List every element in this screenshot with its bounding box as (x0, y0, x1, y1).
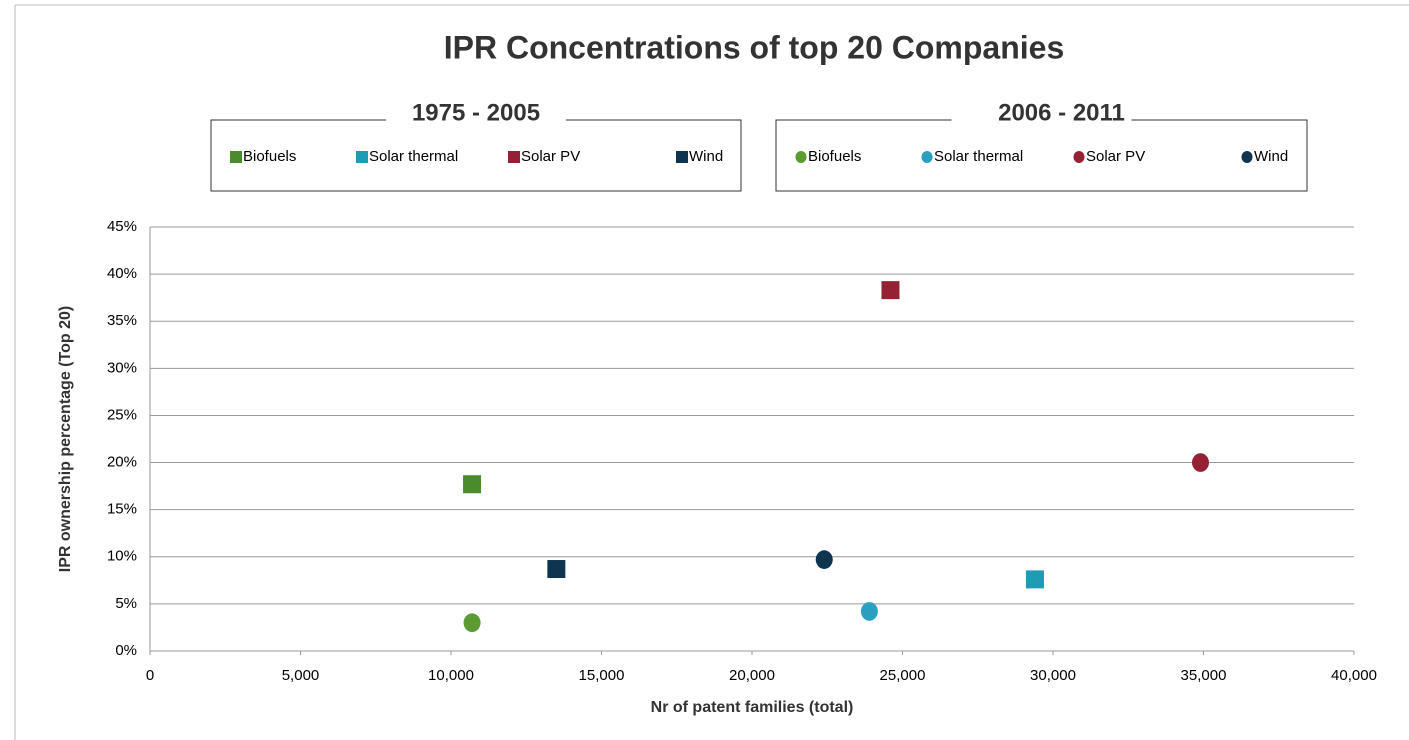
legend-marker (508, 151, 520, 163)
y-tick-label: 45% (107, 218, 137, 235)
legend-title-bg (951, 100, 1132, 130)
legend-marker (676, 151, 688, 163)
y-tick-label: 0% (115, 642, 137, 659)
legend-marker (230, 151, 242, 163)
y-tick-label: 25% (107, 406, 137, 423)
legend-marker (1073, 150, 1085, 164)
y-tick-label: 15% (107, 501, 137, 518)
legend-title: 1975 - 2005 (412, 99, 540, 126)
y-tick-label: 35% (107, 312, 137, 329)
point (881, 281, 900, 300)
y-tick-label: 40% (107, 265, 137, 282)
legend-label: Solar PV (1086, 148, 1145, 165)
legend-label: Biofuels (808, 148, 861, 165)
legend-title: 2006 - 2011 (998, 99, 1125, 126)
x-tick-label: 35,000 (1181, 667, 1227, 684)
x-tick-label: 15,000 (579, 667, 625, 684)
y-tick-label: 20% (107, 454, 137, 471)
x-tick-label: 20,000 (729, 667, 775, 684)
legend-label: Solar thermal (934, 148, 1023, 165)
legend-label: Solar PV (521, 148, 580, 165)
chart-title: IPR Concentrations of top 20 Companies (444, 29, 1065, 65)
x-axis-label: Nr of patent families (total) (651, 699, 854, 716)
point (463, 475, 482, 494)
x-tick-label: 10,000 (428, 667, 474, 684)
y-tick-label: 30% (107, 359, 137, 376)
x-tick-label: 0 (146, 667, 154, 684)
legend-label: Solar thermal (369, 148, 458, 165)
legend-marker (795, 150, 807, 164)
legend-label: Wind (689, 148, 723, 165)
x-tick-label: 30,000 (1030, 667, 1076, 684)
point (1191, 453, 1209, 472)
legend-label: Wind (1254, 148, 1288, 165)
point (860, 602, 878, 621)
legend-marker (1241, 150, 1253, 164)
y-axis-label: IPR ownership percentage (Top 20) (57, 306, 74, 572)
x-tick-label: 25,000 (880, 667, 926, 684)
y-tick-label: 10% (107, 548, 137, 565)
legend-marker (921, 150, 933, 164)
legend-title-bg (386, 100, 566, 130)
x-tick-label: 40,000 (1331, 667, 1377, 684)
x-tick-label: 5,000 (282, 667, 320, 684)
point (1025, 570, 1044, 589)
legend-label: Biofuels (243, 148, 296, 165)
point (463, 613, 481, 633)
point (547, 560, 566, 579)
point (815, 550, 833, 569)
legend-marker (356, 151, 368, 163)
y-tick-label: 5% (115, 595, 137, 612)
